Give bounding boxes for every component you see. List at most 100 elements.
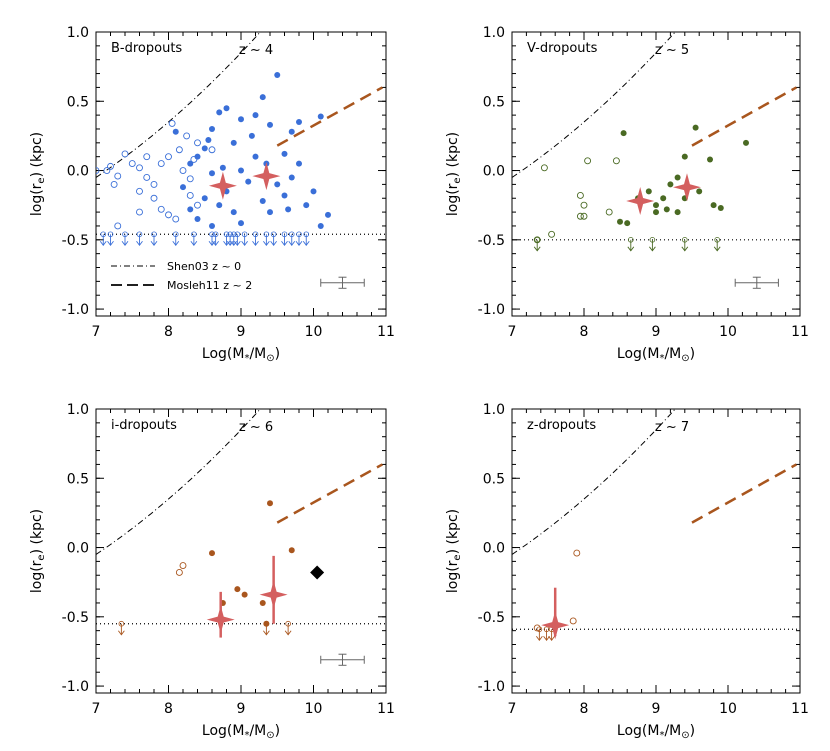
plot-area [96,409,386,666]
filled-point [310,188,317,195]
upper-limit-arrowhead [543,636,550,642]
x-axis-title: Log(M*/M⊙) [202,723,280,741]
y-tick-label: 0.5 [67,471,89,487]
plot-area [512,409,800,642]
upper-limit-arrowhead [270,240,277,247]
y-tick-label: -0.5 [62,233,89,249]
open-point [194,139,201,147]
upper-limit-arrowhead [627,246,635,252]
shen03-relation [512,409,676,555]
open-point [540,164,548,172]
x-tick-label: 8 [164,701,173,717]
open-point [165,211,172,219]
panel-z-dropouts: 7 8 9 10 11 1.0 0.5 0.0 -0.5 -1.0 Log(M*/M⊙) log(re… [445,402,809,741]
panel-label: V-dropouts [527,41,598,56]
y-tick-label: -0.5 [478,233,505,249]
upper-limit-arrowhead [241,240,248,247]
filled-point [296,160,302,167]
redshift-label: z ~ 4 [239,43,273,58]
open-point [580,212,588,220]
x-tick-label: 10 [719,701,737,717]
open-point [194,201,201,209]
upper-limit-arrowhead [284,630,292,636]
filled-point [216,202,223,209]
x-tick-label: 8 [580,701,589,717]
y-tick-label: 1.0 [67,25,89,41]
open-point [179,167,187,174]
panel-label: z-dropouts [527,418,596,433]
x-axis-title: Log(M*/M⊙) [202,346,280,364]
open-point [208,146,216,154]
upper-limit-arrowhead [234,240,241,247]
open-point [103,167,111,174]
open-point [110,180,118,188]
filled-point [288,128,295,135]
x-tick-label: 7 [508,701,517,717]
filled-point [209,170,215,177]
open-point [569,617,577,625]
x-tick-label: 9 [237,324,246,340]
panel-b-dropouts: 7 8 9 10 11 1.0 0.5 0.0 -0.5 -1.0 Log(M*/M⊙) log(re… [29,25,395,364]
upper-limit-arrowhead [302,240,310,247]
open-point [165,153,172,161]
filled-point [209,125,215,132]
plot-frame [511,31,801,317]
x-tick-label: 10 [305,701,323,717]
filled-point [681,153,688,160]
plot-frame [511,408,801,694]
filled-point [187,160,194,167]
y-tick-label: 1.0 [483,25,505,41]
open-point [168,119,176,127]
upper-limit-arrowhead [172,240,180,247]
filled-point [274,181,281,188]
open-point [576,192,584,199]
upper-limit-arrowhead [252,240,259,247]
filled-point [653,202,659,209]
open-point [136,208,143,216]
x-tick-label: 7 [92,701,101,717]
panel-label: B-dropouts [111,41,182,56]
plot-area [512,32,800,289]
mosleh11-relation [691,86,798,147]
filled-point [620,130,627,137]
x-tick-label: 8 [580,324,589,340]
y-tick-label: 1.0 [67,402,89,418]
upper-limit-arrowhead [99,240,107,247]
filled-point [667,181,674,188]
median-star [208,171,237,200]
open-point [186,175,194,183]
filled-point [267,209,273,216]
median-star [252,162,281,191]
filled-point [230,209,237,216]
filled-point [259,198,266,205]
filled-point [281,192,288,199]
filled-point [696,188,703,195]
filled-point [223,105,230,112]
median-star [206,605,235,634]
filled-point [710,202,717,209]
shen03-relation [512,32,676,178]
upper-limit-arrowhead [263,630,270,636]
y-tick-label: 0.0 [67,541,89,557]
x-tick-label: 11 [377,324,395,340]
plot-frame [95,31,387,317]
y-axis-title: log(re) (kpc) [29,509,47,593]
filled-point [303,202,310,209]
x-tick-label: 10 [305,324,323,340]
upper-limit-arrowhead [136,240,143,247]
open-point [114,222,122,230]
filled-point [645,188,652,195]
filled-point [238,116,244,123]
x-tick-label: 11 [377,701,395,717]
filled-point [267,500,273,507]
open-point [128,160,136,168]
y-tick-label: 0.5 [483,94,505,110]
filled-point [172,128,179,135]
y-tick-label: -0.5 [478,610,505,626]
open-point [143,153,151,161]
upper-limit-arrowhead [649,246,656,252]
panel-label: i-dropouts [111,418,177,433]
plot-area [96,32,386,289]
filled-point [663,206,670,213]
